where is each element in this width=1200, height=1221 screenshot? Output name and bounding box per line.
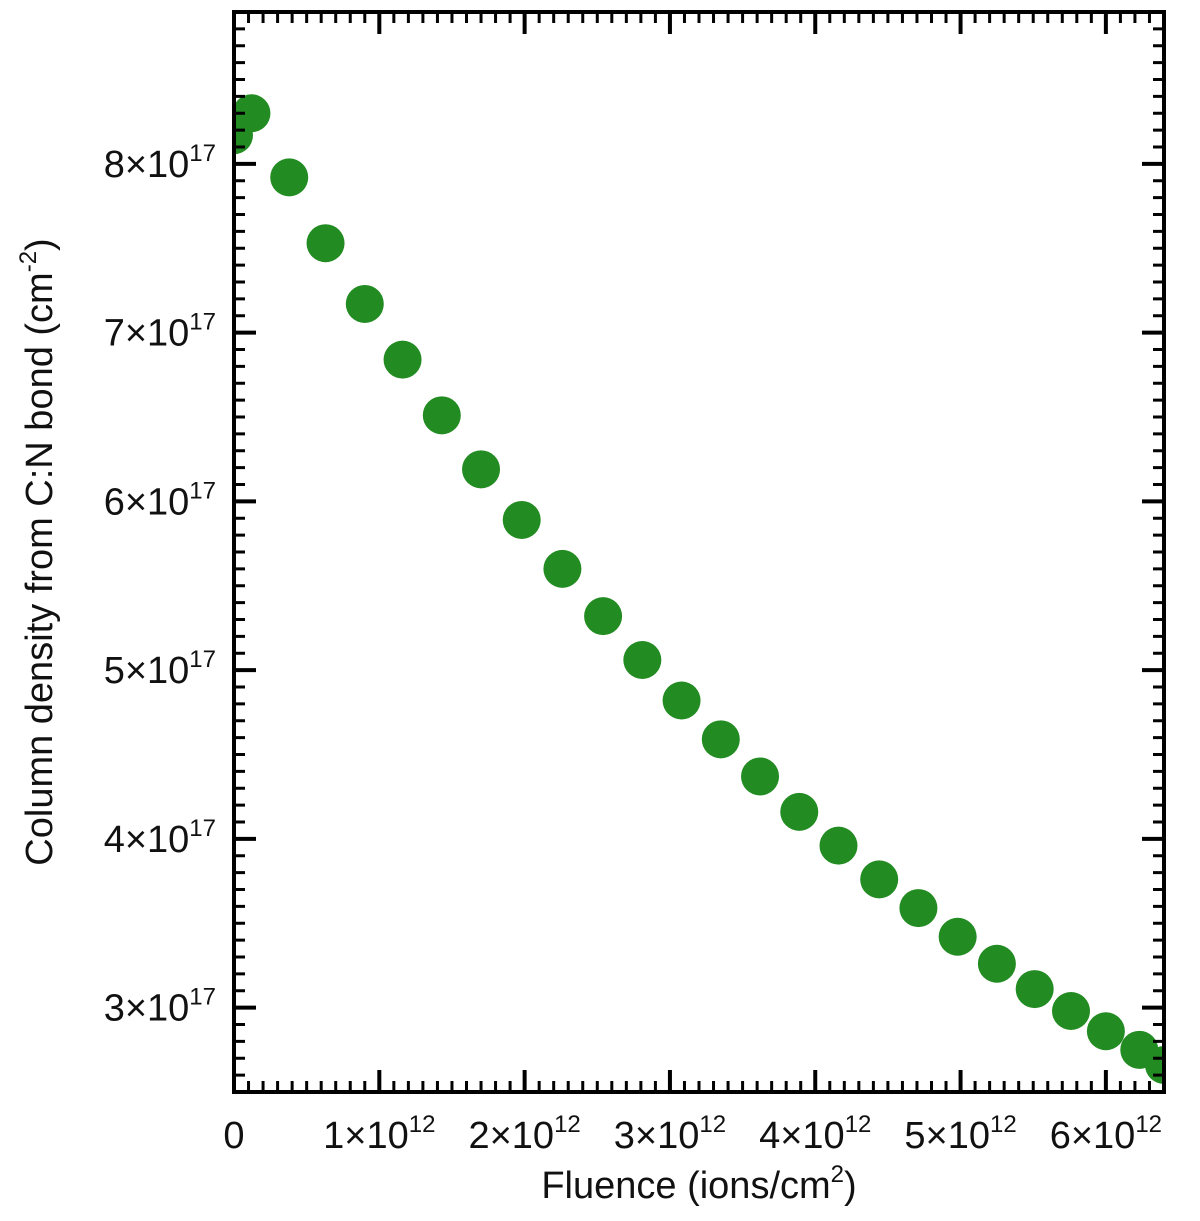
y-tick-label: 4×1017 bbox=[104, 815, 216, 861]
major-ticks bbox=[232, 12, 1164, 1092]
y-tick-mantissa: 3×10 bbox=[104, 988, 190, 1030]
x-tick-label: 6×1012 bbox=[1050, 1111, 1162, 1157]
x-tick-exponent: 12 bbox=[1135, 1111, 1162, 1138]
data-point bbox=[543, 549, 582, 588]
y-axis-title-end: ) bbox=[19, 238, 61, 251]
data-point bbox=[234, 94, 271, 133]
x-tick-exponent: 12 bbox=[845, 1111, 872, 1138]
y-tick-label: 6×1017 bbox=[104, 477, 216, 523]
x-tick-mantissa: 4×10 bbox=[759, 1115, 845, 1157]
x-tick-label: 5×1012 bbox=[904, 1111, 1016, 1157]
data-point bbox=[1052, 992, 1090, 1030]
x-axis-title-sup: 2 bbox=[831, 1161, 844, 1188]
y-tick-exponent: 17 bbox=[189, 984, 216, 1011]
y-tick-exponent: 17 bbox=[189, 646, 216, 673]
y-tick-mantissa: 8×10 bbox=[104, 144, 190, 186]
data-point bbox=[662, 681, 701, 720]
x-tick-mantissa: 3×10 bbox=[614, 1115, 700, 1157]
y-axis-title-sup: -2 bbox=[15, 251, 42, 272]
minor-ticks bbox=[232, 10, 1166, 1094]
data-point bbox=[938, 917, 977, 956]
x-tick-labels: 0 1×1012 2×1012 3×1012 4×1012 5×1012 6×1012 bbox=[223, 1111, 1162, 1157]
data-point bbox=[383, 340, 422, 379]
data-point bbox=[345, 284, 384, 323]
data-point bbox=[899, 889, 938, 928]
x-tick-mantissa: 2×10 bbox=[468, 1115, 554, 1157]
x-tick-mantissa: 1×10 bbox=[323, 1115, 409, 1157]
x-tick-label: 3×1012 bbox=[614, 1111, 726, 1157]
data-point bbox=[977, 944, 1016, 983]
data-point bbox=[502, 500, 541, 539]
data-point bbox=[819, 826, 858, 865]
x-axis-title: Fluence (ions/cm2) bbox=[541, 1161, 856, 1207]
x-tick-label: 2×1012 bbox=[468, 1111, 580, 1157]
x-tick-exponent: 12 bbox=[409, 1111, 436, 1138]
data-point bbox=[1015, 970, 1054, 1009]
data-point bbox=[270, 158, 309, 197]
y-tick-label: 3×1017 bbox=[104, 984, 216, 1030]
x-axis-title-end: ) bbox=[844, 1165, 857, 1207]
y-tick-exponent: 17 bbox=[189, 815, 216, 842]
y-tick-mantissa: 6×10 bbox=[104, 481, 190, 523]
data-point bbox=[741, 757, 780, 796]
x-axis-title-main: Fluence (ions/cm bbox=[541, 1165, 830, 1207]
y-tick-exponent: 17 bbox=[189, 309, 216, 336]
y-tick-mantissa: 4×10 bbox=[104, 819, 190, 861]
data-point bbox=[623, 641, 662, 679]
y-axis-title: Column density from C:N bond (cm-2) bbox=[15, 238, 61, 865]
x-tick-exponent: 12 bbox=[990, 1111, 1017, 1138]
data-point bbox=[1086, 1012, 1125, 1051]
x-tick-exponent: 12 bbox=[699, 1111, 726, 1138]
y-tick-mantissa: 7×10 bbox=[104, 313, 190, 355]
y-axis-title-main: Column density from C:N bond (cm bbox=[19, 272, 61, 865]
y-tick-exponent: 17 bbox=[189, 140, 216, 167]
data-point bbox=[701, 720, 740, 759]
data-point bbox=[860, 860, 899, 899]
y-tick-mantissa: 5×10 bbox=[104, 650, 190, 692]
x-tick-label: 1×1012 bbox=[323, 1111, 435, 1157]
y-tick-label: 7×1017 bbox=[104, 309, 216, 355]
data-point bbox=[780, 792, 819, 831]
data-point bbox=[422, 396, 461, 435]
data-point bbox=[584, 597, 623, 636]
x-tick-mantissa: 6×10 bbox=[1050, 1115, 1136, 1157]
data-point bbox=[306, 224, 345, 263]
x-tick-label: 0 bbox=[223, 1115, 244, 1157]
plot-frame bbox=[232, 10, 1166, 1094]
x-tick-exponent: 12 bbox=[554, 1111, 581, 1138]
y-tick-label: 8×1017 bbox=[104, 140, 216, 186]
y-tick-label: 5×1017 bbox=[104, 646, 216, 692]
x-tick-mantissa: 5×10 bbox=[904, 1115, 990, 1157]
data-point bbox=[462, 450, 501, 489]
x-tick-label: 4×1012 bbox=[759, 1111, 871, 1157]
x-tick-mantissa: 0 bbox=[223, 1115, 244, 1157]
data-points bbox=[234, 94, 1164, 1084]
y-tick-exponent: 17 bbox=[189, 477, 216, 504]
